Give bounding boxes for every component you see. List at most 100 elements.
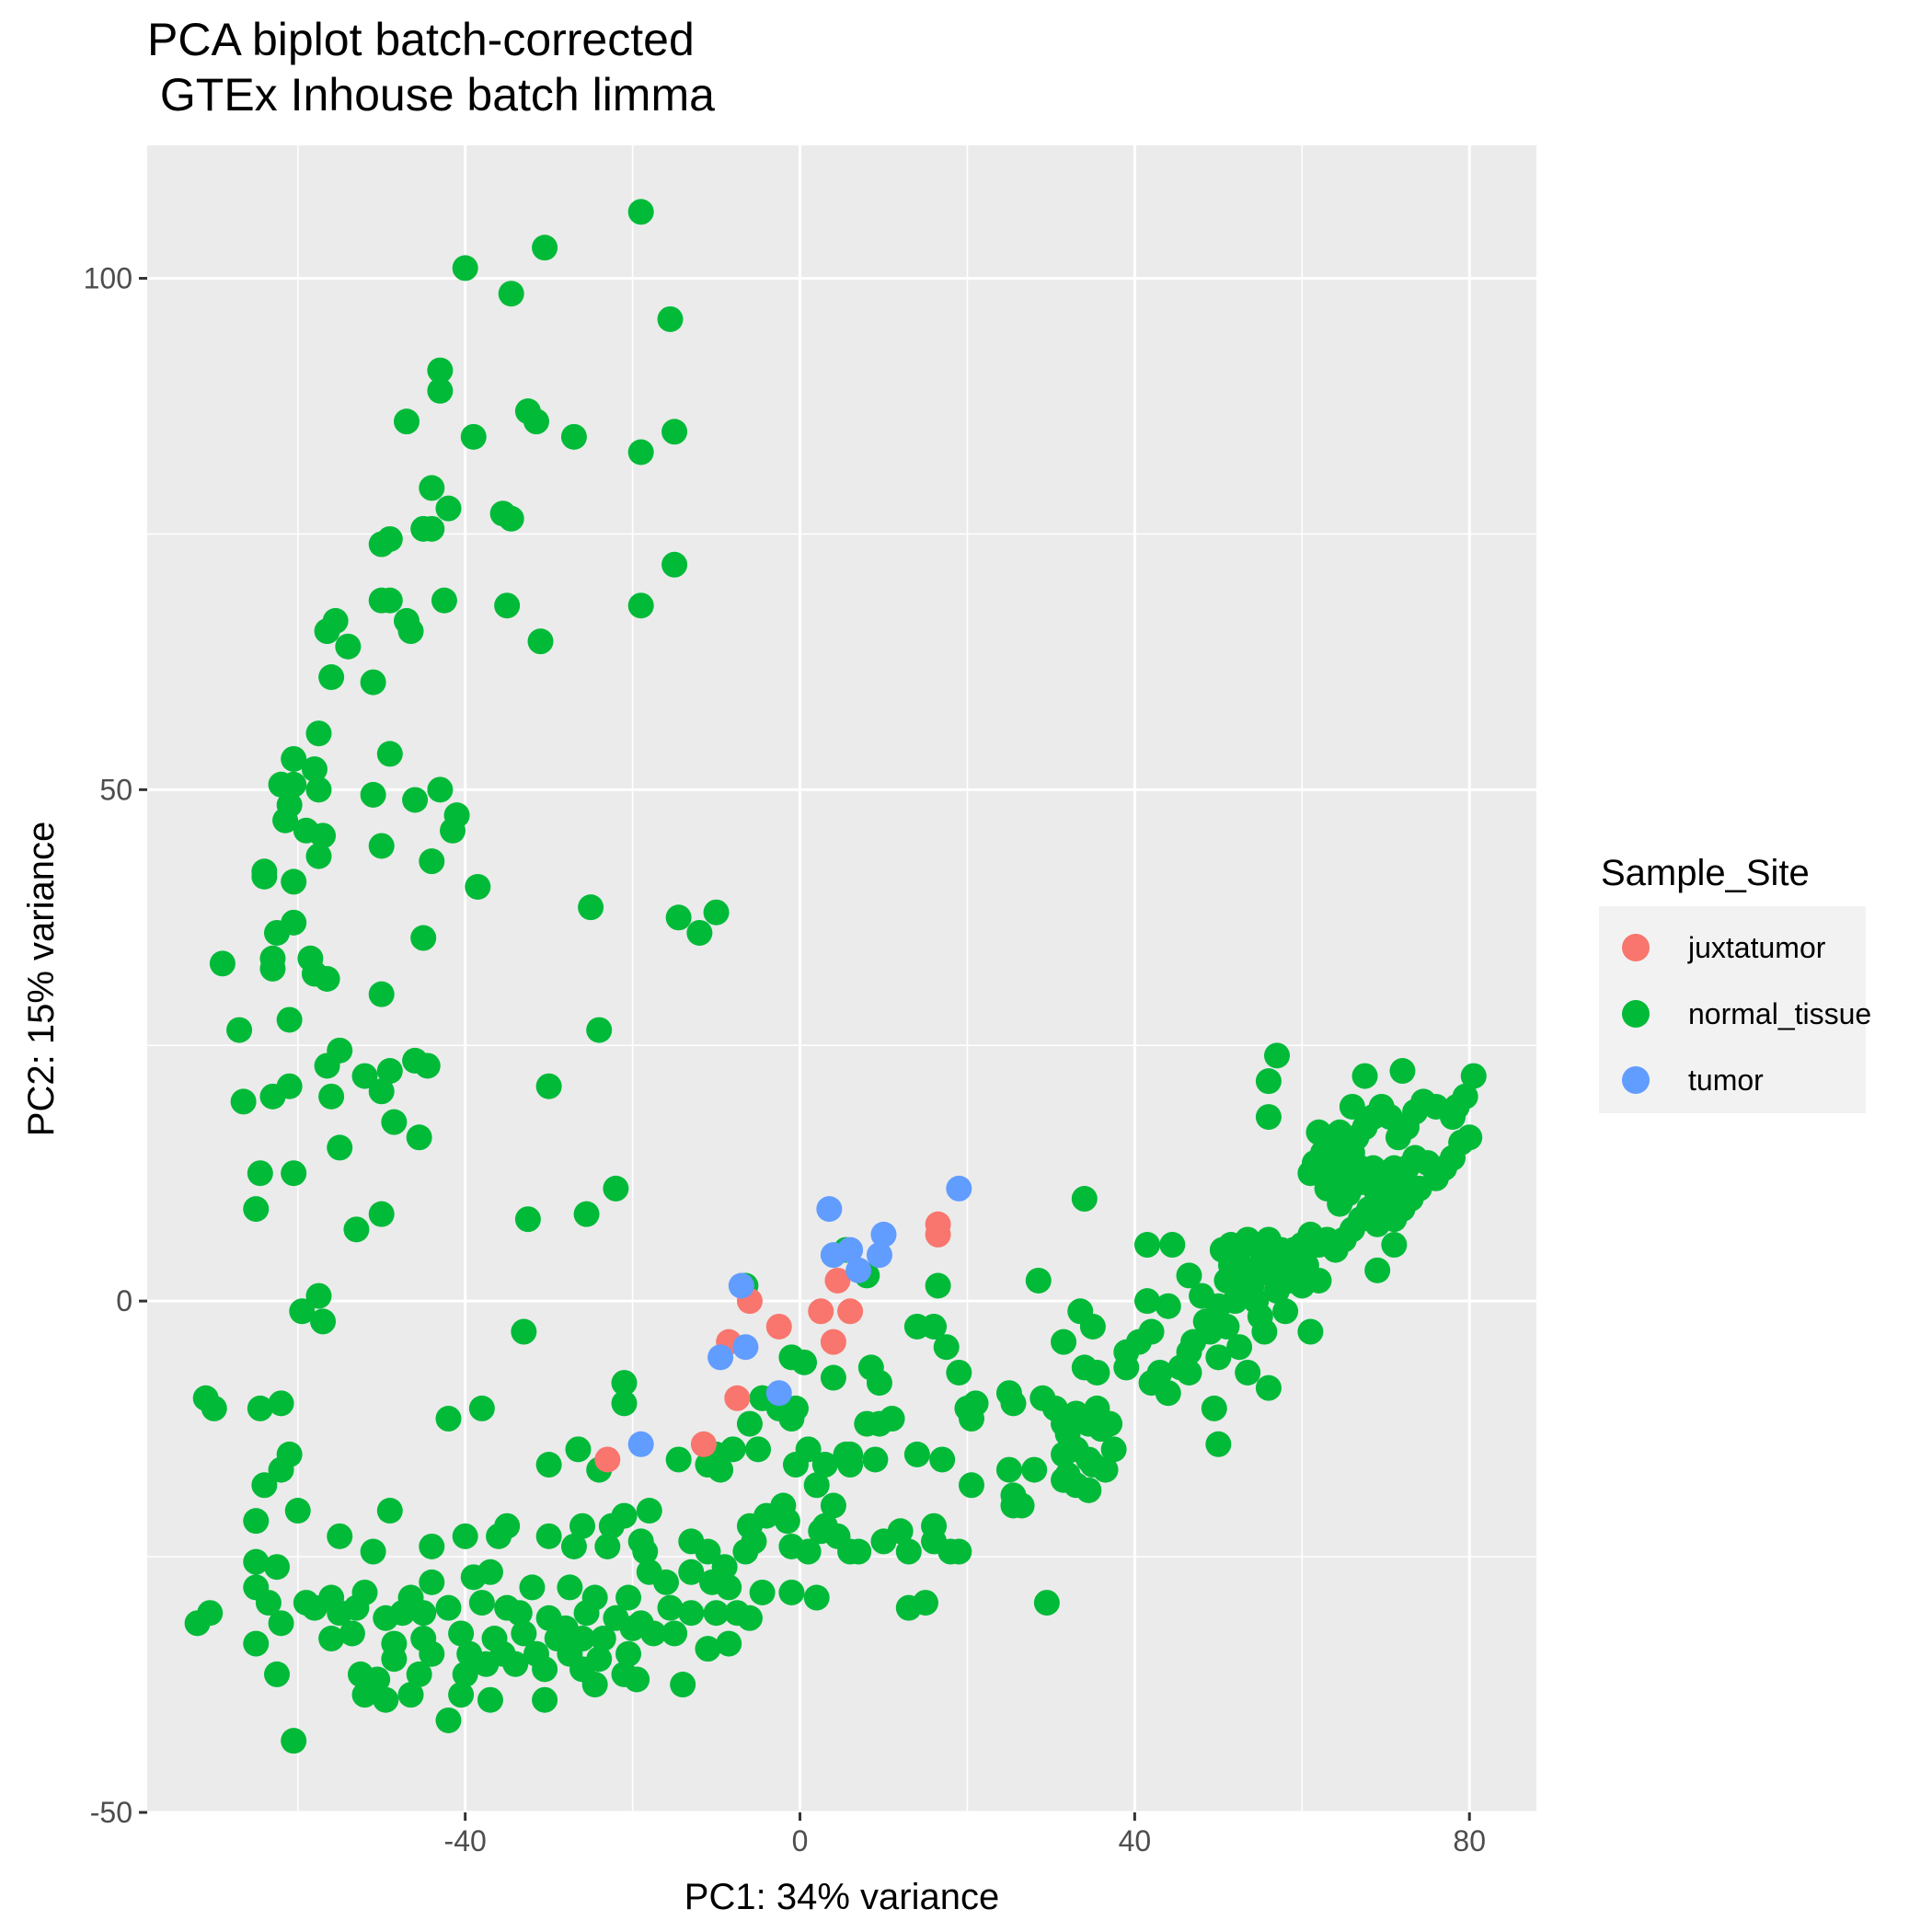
data-point-tumor <box>946 1175 972 1202</box>
data-point-normal-tissue <box>782 1395 809 1421</box>
data-point-normal-tissue <box>1084 1359 1110 1386</box>
data-point-normal-tissue <box>276 1006 303 1033</box>
data-point-juxtatumor <box>765 1313 792 1340</box>
data-point-normal-tissue <box>665 904 692 931</box>
data-point-normal-tissue <box>803 1584 830 1611</box>
data-point-normal-tissue <box>1297 1318 1324 1345</box>
data-point-normal-tissue <box>1071 1186 1098 1213</box>
x-tick-label: 80 <box>1453 1824 1486 1857</box>
data-point-normal-tissue <box>360 669 386 696</box>
data-point-normal-tissue <box>532 235 558 261</box>
data-point-normal-tissue <box>519 1574 546 1601</box>
legend-key-normal-tissue <box>1622 1000 1650 1028</box>
data-point-normal-tissue <box>368 833 395 859</box>
data-point-normal-tissue <box>419 848 445 875</box>
data-point-tumor <box>837 1236 864 1263</box>
y-tick-label: -50 <box>90 1796 132 1829</box>
data-point-normal-tissue <box>695 1636 721 1662</box>
data-point-juxtatumor <box>837 1298 864 1325</box>
data-point-normal-tissue <box>678 1558 705 1585</box>
data-point-normal-tissue <box>268 1390 294 1417</box>
data-point-normal-tissue <box>1159 1232 1186 1259</box>
y-axis-label: PC2: 15% variance <box>21 822 62 1136</box>
data-point-normal-tissue <box>511 1620 537 1647</box>
data-point-normal-tissue <box>251 1472 278 1499</box>
legend-label-tumor: tumor <box>1688 1064 1764 1097</box>
data-point-normal-tissue <box>903 1441 930 1467</box>
legend-label-normal-tissue: normal_tissue <box>1688 997 1871 1030</box>
data-point-normal-tissue <box>314 1052 340 1079</box>
data-point-normal-tissue <box>795 1538 822 1565</box>
data-point-normal-tissue <box>376 587 403 614</box>
data-point-normal-tissue <box>305 843 332 869</box>
data-point-normal-tissue <box>820 1364 846 1391</box>
data-point-normal-tissue <box>1205 1344 1232 1371</box>
legend-label-juxtatumor: juxtatumor <box>1687 931 1826 964</box>
chart-title: PCA biplot batch-corrected GTEx Inhouse … <box>147 14 715 121</box>
data-point-normal-tissue <box>1075 1477 1102 1503</box>
data-point-normal-tissue <box>301 756 328 783</box>
data-point-normal-tissue <box>523 408 549 435</box>
data-point-normal-tissue <box>427 776 454 803</box>
data-point-normal-tissue <box>305 1282 332 1309</box>
data-point-normal-tissue <box>406 1124 432 1151</box>
data-point-normal-tissue <box>281 868 307 895</box>
data-point-normal-tissue <box>573 1201 600 1227</box>
data-point-normal-tissue <box>376 1498 403 1524</box>
data-point-normal-tissue <box>1134 1232 1161 1259</box>
data-point-normal-tissue <box>611 1390 638 1417</box>
data-point-normal-tissue <box>440 817 466 844</box>
data-point-normal-tissue <box>414 1052 441 1079</box>
data-point-normal-tissue <box>318 1083 345 1110</box>
data-point-normal-tissue <box>879 1406 905 1432</box>
data-point-normal-tissue <box>845 1538 872 1565</box>
data-point-normal-tissue <box>1092 1456 1119 1483</box>
data-point-normal-tissue <box>314 618 340 645</box>
data-point-normal-tissue <box>1381 1232 1408 1259</box>
data-point-normal-tissue <box>460 423 487 450</box>
data-point-juxtatumor <box>690 1431 717 1457</box>
data-point-normal-tissue <box>1176 1262 1202 1289</box>
data-point-normal-tissue <box>310 822 337 849</box>
data-point-normal-tissue <box>678 1600 705 1627</box>
data-point-normal-tissue <box>661 551 688 578</box>
data-point-normal-tissue <box>251 863 278 890</box>
data-point-normal-tissue <box>1389 1058 1416 1085</box>
data-point-normal-tissue <box>489 1640 516 1667</box>
data-point-normal-tissue <box>581 1672 608 1698</box>
data-point-normal-tissue <box>719 1436 746 1463</box>
data-point-normal-tissue <box>1217 1252 1244 1279</box>
data-point-normal-tissue <box>263 1554 290 1581</box>
data-point-normal-tissue <box>560 423 587 450</box>
data-point-normal-tissue <box>1134 1288 1161 1315</box>
data-point-normal-tissue <box>318 664 345 691</box>
y-tick-label: 0 <box>116 1284 132 1317</box>
data-point-normal-tissue <box>402 787 429 813</box>
data-point-normal-tissue <box>448 1620 475 1647</box>
data-point-normal-tissue <box>611 1502 638 1529</box>
data-point-normal-tissue <box>946 1359 972 1386</box>
data-point-normal-tissue <box>477 1686 503 1713</box>
data-point-normal-tissue <box>419 1640 445 1667</box>
data-point-normal-tissue <box>431 587 457 614</box>
data-point-normal-tissue <box>318 1626 345 1652</box>
data-point-normal-tissue <box>958 1472 984 1499</box>
data-point-normal-tissue <box>477 1558 503 1585</box>
data-point-normal-tissue <box>640 1620 667 1647</box>
data-point-normal-tissue <box>627 592 654 619</box>
data-point-normal-tissue <box>887 1518 914 1545</box>
data-point-juxtatumor <box>594 1446 621 1473</box>
data-point-normal-tissue <box>1460 1063 1487 1089</box>
data-point-normal-tissue <box>782 1452 809 1478</box>
data-point-normal-tissue <box>1264 1042 1291 1069</box>
data-point-normal-tissue <box>360 781 386 808</box>
data-point-normal-tissue <box>1213 1313 1240 1340</box>
data-point-normal-tissue <box>452 255 478 282</box>
data-point-normal-tissue <box>661 419 688 445</box>
data-point-normal-tissue <box>452 1661 478 1687</box>
data-point-tumor <box>707 1344 734 1371</box>
data-point-normal-tissue <box>201 1395 227 1421</box>
data-point-normal-tissue <box>1201 1395 1227 1421</box>
data-point-normal-tissue <box>397 1682 424 1708</box>
data-point-normal-tissue <box>494 592 521 619</box>
